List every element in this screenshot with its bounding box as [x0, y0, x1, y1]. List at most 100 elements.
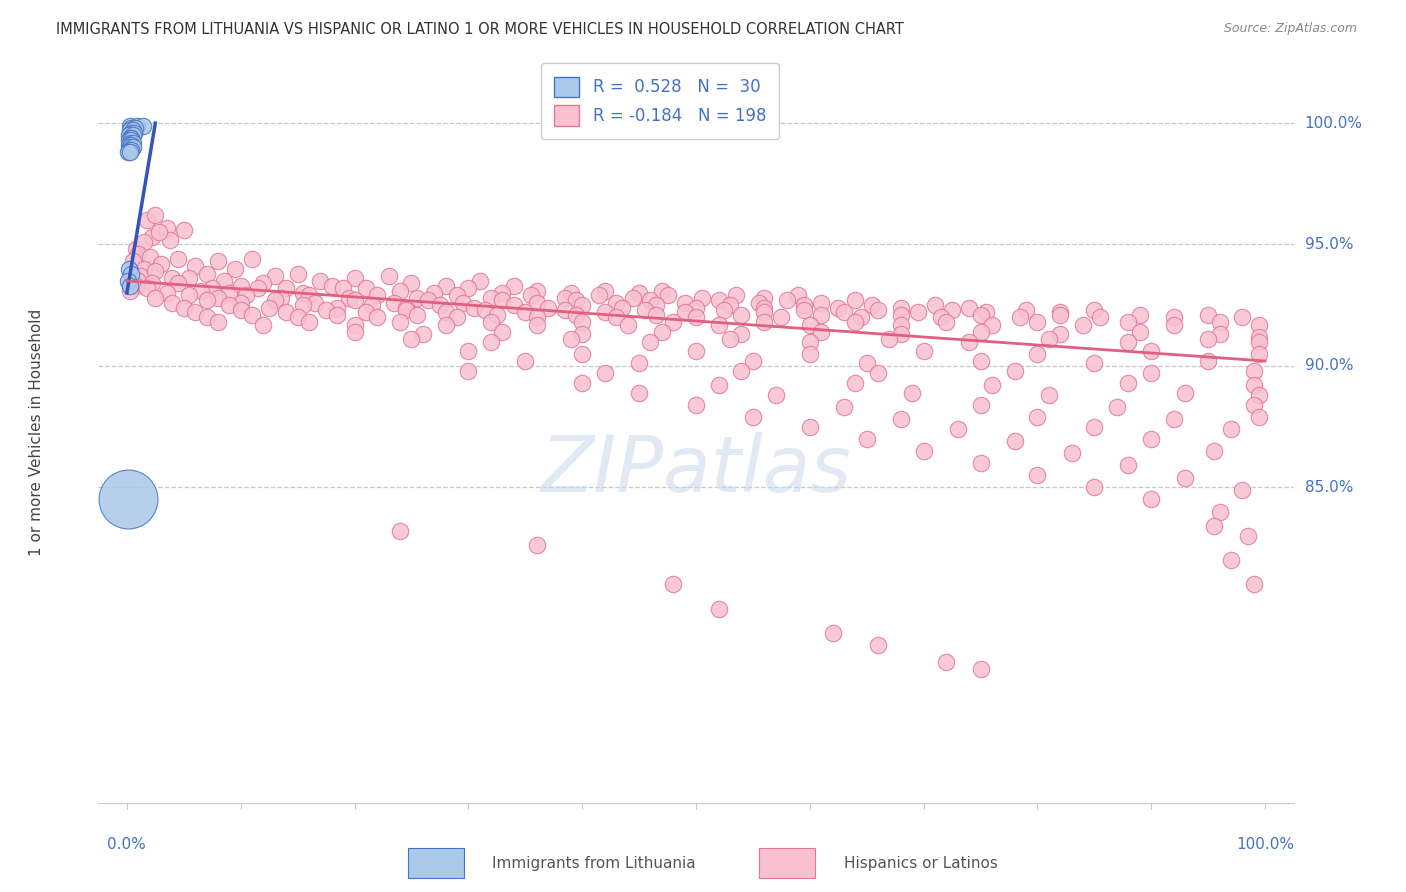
- Point: [263, 293, 285, 308]
- Point: [207, 254, 229, 268]
- Point: [117, 145, 139, 160]
- Point: [718, 332, 741, 346]
- Point: [184, 305, 207, 319]
- Point: [810, 308, 832, 322]
- Point: [479, 315, 502, 329]
- Point: [298, 315, 321, 329]
- Point: [343, 271, 366, 285]
- Point: [468, 274, 491, 288]
- Point: [159, 233, 181, 247]
- Point: [1083, 356, 1105, 370]
- Text: Hispanics or Latinos: Hispanics or Latinos: [844, 855, 997, 871]
- Point: [207, 291, 229, 305]
- Point: [343, 318, 366, 332]
- Point: [276, 305, 298, 319]
- Point: [673, 295, 696, 310]
- Point: [628, 385, 651, 400]
- Point: [502, 298, 524, 312]
- Point: [143, 264, 166, 278]
- Point: [474, 303, 496, 318]
- Point: [315, 303, 337, 318]
- Point: [748, 295, 770, 310]
- Point: [1243, 378, 1265, 392]
- Point: [423, 286, 446, 301]
- Point: [907, 305, 929, 319]
- Point: [276, 281, 298, 295]
- Point: [321, 278, 343, 293]
- Point: [195, 293, 218, 308]
- Point: [434, 305, 457, 319]
- Point: [554, 291, 576, 305]
- Point: [1208, 504, 1230, 518]
- Point: [593, 284, 616, 298]
- Point: [491, 293, 513, 308]
- Point: [593, 305, 616, 319]
- Point: [162, 295, 184, 310]
- Point: [190, 284, 212, 298]
- Point: [412, 327, 434, 342]
- Point: [1083, 303, 1105, 318]
- Point: [1071, 318, 1094, 332]
- Point: [946, 422, 969, 436]
- Point: [1237, 529, 1260, 543]
- Point: [120, 267, 142, 281]
- Point: [502, 278, 524, 293]
- Point: [1232, 483, 1254, 497]
- Point: [560, 332, 582, 346]
- Point: [770, 310, 793, 325]
- Point: [354, 281, 377, 295]
- Point: [1083, 480, 1105, 494]
- Point: [868, 303, 890, 318]
- Point: [554, 303, 576, 318]
- Point: [1129, 308, 1152, 322]
- Point: [924, 298, 946, 312]
- Point: [125, 243, 148, 257]
- Point: [326, 301, 349, 315]
- Point: [1107, 400, 1129, 414]
- Point: [855, 432, 877, 446]
- Point: [1038, 332, 1060, 346]
- Point: [849, 310, 872, 325]
- Point: [1174, 470, 1197, 484]
- Point: [143, 208, 166, 222]
- Point: [292, 286, 315, 301]
- Point: [754, 315, 776, 329]
- Point: [218, 286, 240, 301]
- Point: [765, 388, 787, 402]
- Point: [136, 281, 159, 295]
- Point: [844, 315, 866, 329]
- Point: [148, 225, 170, 239]
- Point: [127, 247, 149, 261]
- Point: [118, 261, 141, 276]
- Text: 85.0%: 85.0%: [1305, 480, 1353, 495]
- Point: [491, 286, 513, 301]
- Point: [1163, 318, 1185, 332]
- Legend: R =  0.528   N =  30, R = -0.184   N = 198: R = 0.528 N = 30, R = -0.184 N = 198: [541, 63, 779, 139]
- Point: [395, 303, 418, 318]
- Point: [969, 354, 991, 368]
- Point: [724, 288, 747, 302]
- Point: [707, 318, 730, 332]
- Point: [127, 119, 149, 133]
- Point: [252, 318, 274, 332]
- Point: [571, 298, 593, 312]
- Point: [685, 344, 707, 359]
- Point: [1140, 432, 1163, 446]
- Point: [793, 303, 815, 318]
- Point: [560, 286, 582, 301]
- Point: [1049, 327, 1071, 342]
- Point: [270, 291, 292, 305]
- Point: [406, 291, 429, 305]
- Point: [491, 325, 513, 339]
- Point: [754, 291, 776, 305]
- Point: [406, 308, 429, 322]
- Point: [395, 301, 418, 315]
- Point: [120, 133, 142, 147]
- Point: [120, 278, 142, 293]
- Point: [640, 293, 662, 308]
- Point: [879, 332, 901, 346]
- Point: [401, 332, 423, 346]
- Point: [588, 288, 610, 302]
- Text: 100.0%: 100.0%: [1305, 116, 1362, 130]
- Point: [1026, 347, 1049, 361]
